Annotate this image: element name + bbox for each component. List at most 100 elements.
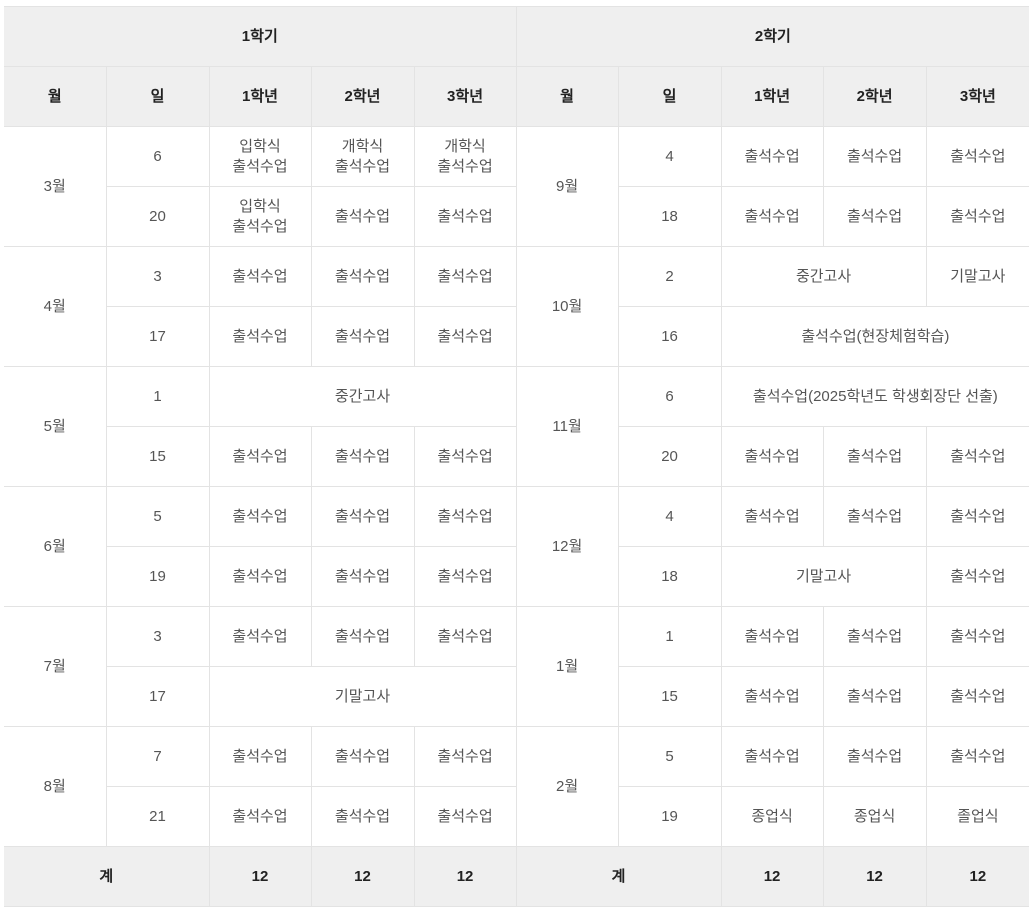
- day-cell: 3: [105, 606, 210, 667]
- col-month-header: 월: [515, 66, 619, 127]
- event-cell: 기말고사: [720, 546, 927, 607]
- event-cell: 출석수업: [208, 426, 312, 487]
- day-cell: 21: [106, 786, 210, 847]
- event-cell: 출석수업: [413, 306, 517, 367]
- event-cell: 출석수업: [925, 426, 1030, 487]
- event-cell: 출석수업: [413, 726, 517, 787]
- col-month-header: 월: [4, 66, 107, 127]
- semester-header-row: 1학기 2학기: [4, 6, 1030, 67]
- month-cell: 5월: [4, 366, 107, 487]
- col-grade3-header: 3학년: [925, 66, 1030, 127]
- col-day-header: 일: [105, 66, 210, 127]
- total-value: 12: [822, 846, 927, 907]
- day-cell: 1: [105, 366, 210, 427]
- event-cell: 중간고사: [720, 246, 927, 307]
- month-cell: 4월: [4, 246, 107, 367]
- event-cell: 출석수업: [925, 126, 1030, 187]
- day-cell: 5: [617, 726, 722, 787]
- event-cell: 출석수업: [413, 246, 517, 307]
- table-row: 4월 3 출석수업 출석수업 출석수업 10월 2 중간고사 기말고사: [4, 246, 1030, 367]
- day-cell: 15: [617, 666, 722, 727]
- event-cell: 출석수업: [720, 126, 824, 187]
- month-cell: 9월: [515, 126, 619, 247]
- day-cell: 20: [617, 426, 722, 487]
- day-cell: 4: [617, 486, 722, 547]
- table-row: 5월 1 중간고사 11월 6 출석수업(2025학년도 학생회장단 선출): [4, 366, 1030, 487]
- col-grade1-header: 1학년: [720, 66, 824, 127]
- event-cell: 졸업식: [925, 786, 1030, 847]
- day-cell: 6: [617, 366, 722, 427]
- month-cell: 6월: [4, 486, 107, 607]
- day-cell: 4: [617, 126, 722, 187]
- day-cell: 17: [106, 306, 210, 367]
- event-cell: 출석수업: [208, 546, 312, 607]
- event-cell: 출석수업: [310, 786, 415, 847]
- event-cell: 출석수업: [413, 426, 517, 487]
- total-row: 계 12 12 12 계 12 12 12: [4, 846, 1030, 907]
- semester1-header: 1학기: [4, 6, 517, 67]
- event-cell: 기말고사: [208, 666, 517, 727]
- event-cell: 출석수업: [208, 246, 312, 307]
- table-row: 8월 7 출석수업 출석수업 출석수업 2월 5 출석수업 출석수업 출석수업: [4, 726, 1030, 847]
- table-row: 19 출석수업 출석수업 출석수업 18 기말고사 출석수업: [4, 546, 1030, 607]
- table-row: 6월 5 출석수업 출석수업 출석수업 12월 4 출석수업 출석수업 출석수업: [4, 486, 1030, 607]
- event-cell: 기말고사: [925, 246, 1030, 307]
- month-cell: 12월: [515, 486, 619, 607]
- month-cell: 10월: [515, 246, 619, 367]
- event-cell: 입학식 출석수업: [208, 126, 312, 187]
- day-cell: 6: [105, 126, 210, 187]
- event-cell: 출석수업: [413, 786, 517, 847]
- month-cell: 8월: [4, 726, 107, 847]
- event-cell: 개학식 출석수업: [310, 126, 415, 187]
- event-cell: 출석수업: [310, 306, 415, 367]
- table-row: 20 입학식 출석수업 출석수업 출석수업 18 출석수업 출석수업 출석수업: [4, 186, 1030, 247]
- event-cell: 출석수업: [822, 126, 927, 187]
- col-day-header: 일: [617, 66, 722, 127]
- event-cell: 출석수업: [720, 666, 824, 727]
- event-cell: 입학식 출석수업: [208, 186, 312, 247]
- event-cell: 출석수업: [925, 486, 1030, 547]
- event-cell: 종업식: [822, 786, 927, 847]
- table-row: 21 출석수업 출석수업 출석수업 19 종업식 종업식 졸업식: [4, 786, 1030, 847]
- event-cell: 출석수업: [925, 726, 1030, 787]
- event-cell: 출석수업: [208, 306, 312, 367]
- day-cell: 5: [105, 486, 210, 547]
- event-cell: 출석수업: [208, 726, 312, 787]
- event-cell: 출석수업: [413, 606, 517, 667]
- event-cell: 출석수업: [310, 606, 415, 667]
- col-grade1-header: 1학년: [208, 66, 312, 127]
- col-grade2-header: 2학년: [310, 66, 415, 127]
- month-cell: 3월: [4, 126, 107, 247]
- event-cell: 출석수업: [208, 606, 312, 667]
- event-cell: 출석수업: [413, 186, 517, 247]
- day-cell: 18: [617, 186, 722, 247]
- day-cell: 7: [105, 726, 210, 787]
- table-row: 3월 6 입학식 출석수업 개학식 출석수업 개학식 출석수업 9월 4 출석수…: [4, 126, 1030, 247]
- semester2-header: 2학기: [515, 6, 1030, 67]
- event-cell: 출석수업: [822, 186, 927, 247]
- event-cell: 출석수업: [720, 486, 824, 547]
- day-cell: 3: [105, 246, 210, 307]
- event-cell: 출석수업: [310, 546, 415, 607]
- event-cell: 출석수업: [413, 546, 517, 607]
- month-cell: 2월: [515, 726, 619, 847]
- event-cell: 출석수업: [822, 606, 927, 667]
- event-cell: 출석수업: [720, 426, 824, 487]
- event-cell: 출석수업: [925, 186, 1030, 247]
- total-value: 12: [413, 846, 517, 907]
- month-cell: 11월: [515, 366, 619, 487]
- day-cell: 2: [617, 246, 722, 307]
- col-grade2-header: 2학년: [822, 66, 927, 127]
- day-cell: 20: [106, 186, 210, 247]
- event-cell: 출석수업: [822, 666, 927, 727]
- day-cell: 19: [106, 546, 210, 607]
- event-cell: 출석수업(현장체험학습): [720, 306, 1030, 367]
- table-row: 7월 3 출석수업 출석수업 출석수업 1월 1 출석수업 출석수업 출석수업: [4, 606, 1030, 727]
- column-header-row: 월 일 1학년 2학년 3학년 월 일 1학년 2학년 3학년: [4, 66, 1030, 127]
- total-label: 계: [515, 846, 722, 907]
- event-cell: 출석수업: [310, 486, 415, 547]
- event-cell: 출석수업: [822, 426, 927, 487]
- day-cell: 18: [617, 546, 722, 607]
- event-cell: 출석수업: [310, 426, 415, 487]
- event-cell: 출석수업: [310, 726, 415, 787]
